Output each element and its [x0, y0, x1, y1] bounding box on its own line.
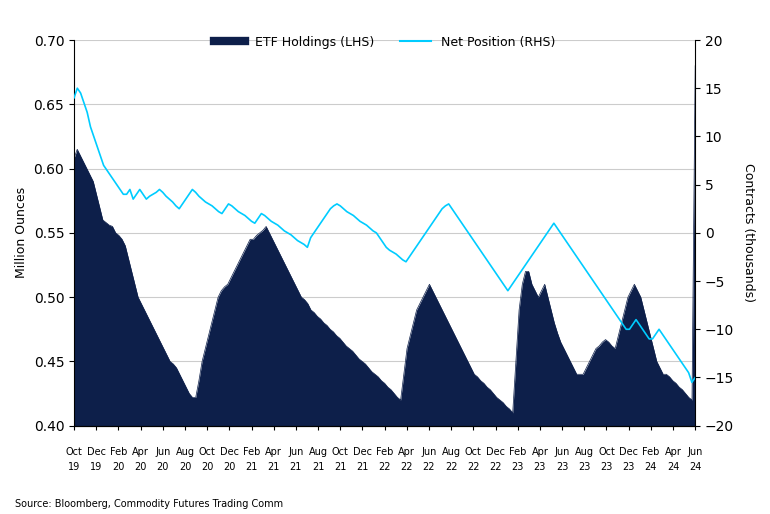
Text: Dec: Dec: [219, 447, 239, 457]
Text: Aug: Aug: [309, 447, 327, 457]
Text: 24: 24: [689, 462, 701, 472]
Text: Jun: Jun: [421, 447, 437, 457]
Text: 23: 23: [534, 462, 546, 472]
Text: Dec: Dec: [353, 447, 372, 457]
Text: Feb: Feb: [109, 447, 127, 457]
Y-axis label: Contracts (thousands): Contracts (thousands): [742, 163, 755, 302]
Text: 24: 24: [644, 462, 657, 472]
Text: 21: 21: [290, 462, 302, 472]
Text: 22: 22: [489, 462, 502, 472]
Text: 19: 19: [90, 462, 102, 472]
Text: Apr: Apr: [398, 447, 415, 457]
Text: Apr: Apr: [665, 447, 681, 457]
Text: 20: 20: [156, 462, 169, 472]
Text: 22: 22: [445, 462, 457, 472]
Text: Oct: Oct: [65, 447, 82, 457]
Text: 21: 21: [312, 462, 324, 472]
Text: 22: 22: [467, 462, 480, 472]
Text: Oct: Oct: [332, 447, 349, 457]
Text: 21: 21: [246, 462, 258, 472]
Text: Feb: Feb: [509, 447, 527, 457]
Text: 20: 20: [179, 462, 191, 472]
Text: 20: 20: [112, 462, 125, 472]
Text: 23: 23: [601, 462, 613, 472]
Text: 21: 21: [334, 462, 346, 472]
Text: Jun: Jun: [288, 447, 303, 457]
Text: 22: 22: [378, 462, 391, 472]
Text: Oct: Oct: [199, 447, 216, 457]
Text: Aug: Aug: [442, 447, 460, 457]
Text: 21: 21: [267, 462, 280, 472]
Text: Aug: Aug: [176, 447, 195, 457]
Text: 22: 22: [400, 462, 413, 472]
Text: Apr: Apr: [132, 447, 149, 457]
Text: 20: 20: [223, 462, 236, 472]
Text: Source: Bloomberg, Commodity Futures Trading Comm: Source: Bloomberg, Commodity Futures Tra…: [15, 499, 283, 509]
Text: 21: 21: [357, 462, 369, 472]
Text: 20: 20: [201, 462, 213, 472]
Text: 24: 24: [667, 462, 679, 472]
Text: 22: 22: [423, 462, 435, 472]
Text: Oct: Oct: [598, 447, 615, 457]
Text: Apr: Apr: [531, 447, 548, 457]
Text: Jun: Jun: [155, 447, 170, 457]
Text: 20: 20: [135, 462, 147, 472]
Text: Jun: Jun: [688, 447, 703, 457]
Text: 23: 23: [578, 462, 591, 472]
Y-axis label: Million Ounces: Million Ounces: [15, 187, 28, 279]
Text: Dec: Dec: [619, 447, 638, 457]
Text: Dec: Dec: [486, 447, 505, 457]
Text: Oct: Oct: [465, 447, 482, 457]
Text: 23: 23: [622, 462, 634, 472]
Text: Feb: Feb: [243, 447, 260, 457]
Text: 19: 19: [68, 462, 80, 472]
Text: Aug: Aug: [574, 447, 594, 457]
Text: Feb: Feb: [376, 447, 393, 457]
Text: 23: 23: [556, 462, 568, 472]
Text: Jun: Jun: [554, 447, 570, 457]
Text: Feb: Feb: [642, 447, 660, 457]
Text: Dec: Dec: [87, 447, 105, 457]
Text: 23: 23: [511, 462, 524, 472]
Text: Apr: Apr: [265, 447, 282, 457]
Legend: ETF Holdings (LHS), Net Position (RHS): ETF Holdings (LHS), Net Position (RHS): [209, 31, 560, 54]
